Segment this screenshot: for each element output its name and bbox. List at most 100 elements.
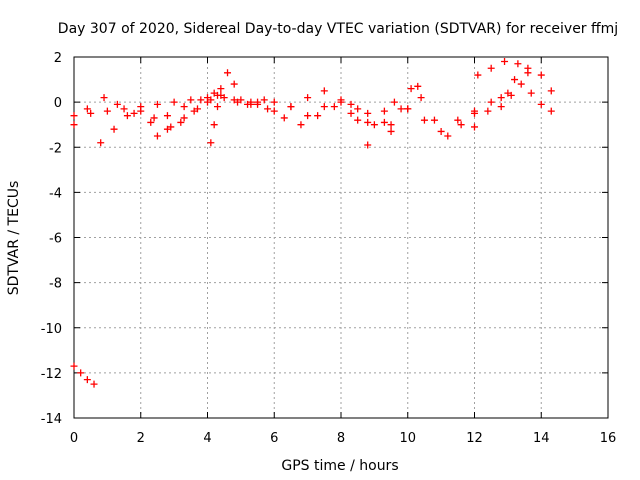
data-point: [70, 362, 78, 370]
data-point: [304, 94, 312, 102]
data-point: [207, 96, 215, 104]
x-tick-label: 8: [337, 431, 345, 446]
data-point: [153, 100, 161, 108]
data-point: [70, 112, 78, 120]
data-point: [100, 94, 108, 102]
data-point: [347, 100, 355, 108]
data-point: [207, 139, 215, 147]
data-point: [487, 98, 495, 106]
y-tick-label: -4: [49, 186, 62, 201]
y-tick-label: 0: [54, 96, 62, 111]
data-point: [270, 107, 278, 115]
data-points: [70, 58, 555, 388]
data-point: [97, 139, 105, 147]
data-point: [137, 107, 145, 115]
data-point: [471, 107, 478, 115]
data-point: [497, 94, 505, 102]
data-point: [420, 116, 428, 124]
data-point: [197, 96, 205, 104]
data-point: [330, 103, 338, 111]
x-tick-label: 14: [533, 431, 550, 446]
data-point: [337, 98, 345, 106]
y-tick-label: -6: [49, 232, 62, 247]
data-point: [364, 109, 372, 117]
x-tick-label: 12: [466, 431, 483, 446]
data-point: [364, 141, 372, 149]
data-point: [501, 58, 509, 66]
data-point: [177, 118, 185, 126]
data-point: [260, 96, 268, 104]
x-axis-label: GPS time / hours: [281, 458, 398, 474]
data-point: [87, 109, 95, 117]
x-tick-label: 10: [399, 431, 416, 446]
x-tick-label: 6: [270, 431, 278, 446]
chart-title: Day 307 of 2020, Sidereal Day-to-day VTE…: [58, 21, 618, 37]
data-point: [210, 121, 218, 129]
data-point: [387, 121, 395, 129]
data-point: [147, 118, 155, 126]
data-point: [347, 109, 355, 117]
data-point: [404, 105, 412, 113]
data-point: [364, 118, 372, 126]
data-point: [320, 87, 328, 95]
y-tick-label: -14: [41, 412, 62, 427]
data-point: [180, 114, 188, 122]
data-point: [77, 369, 85, 377]
data-point: [397, 105, 405, 113]
data-point: [224, 69, 232, 77]
data-point: [474, 71, 482, 79]
data-point: [123, 112, 131, 120]
data-point: [170, 98, 178, 106]
data-point: [237, 96, 245, 104]
data-point: [370, 121, 378, 129]
data-point: [217, 85, 225, 93]
data-point: [457, 121, 465, 129]
data-point: [230, 96, 238, 104]
data-point: [511, 76, 519, 84]
tick-marks: [73, 56, 609, 419]
data-point: [537, 100, 545, 108]
data-point: [524, 69, 532, 77]
data-point: [454, 116, 462, 124]
data-point: [130, 109, 138, 117]
data-point: [264, 105, 272, 113]
data-point: [527, 89, 535, 97]
data-point: [214, 103, 222, 111]
x-tick-label: 4: [203, 431, 211, 446]
data-point: [210, 89, 218, 97]
y-tick-label: 2: [54, 51, 62, 66]
data-point: [230, 80, 238, 88]
data-point: [430, 116, 438, 124]
data-point: [150, 114, 158, 122]
data-point: [407, 85, 415, 93]
data-point: [120, 105, 128, 113]
data-point: [547, 107, 555, 115]
data-point: [254, 100, 262, 108]
x-tick-labels: 0 2 4 6 8 10 12 14 16: [70, 431, 616, 446]
data-point: [444, 132, 452, 140]
data-point: [153, 132, 161, 140]
y-tick-label: -10: [41, 322, 62, 337]
data-point: [103, 107, 111, 115]
y-tick-label: -2: [49, 141, 62, 156]
data-point: [180, 103, 188, 111]
data-point: [287, 103, 295, 111]
data-point: [167, 123, 175, 131]
data-point: [354, 105, 362, 113]
data-point: [320, 103, 328, 111]
data-point: [514, 60, 522, 68]
grid-lines: [74, 57, 608, 418]
data-point: [507, 91, 515, 99]
data-point: [380, 107, 388, 115]
y-tick-labels: 2 0 -2 -4 -6 -8 -10 -12 -14: [41, 51, 62, 427]
data-point: [537, 71, 545, 79]
y-axis-label: SDTVAR / TECUs: [6, 181, 22, 296]
data-point: [163, 112, 171, 120]
x-tick-label: 16: [600, 431, 617, 446]
x-tick-label: 0: [70, 431, 78, 446]
data-point: [390, 98, 398, 106]
data-point: [497, 103, 505, 111]
data-point: [354, 116, 362, 124]
data-point: [193, 105, 201, 113]
